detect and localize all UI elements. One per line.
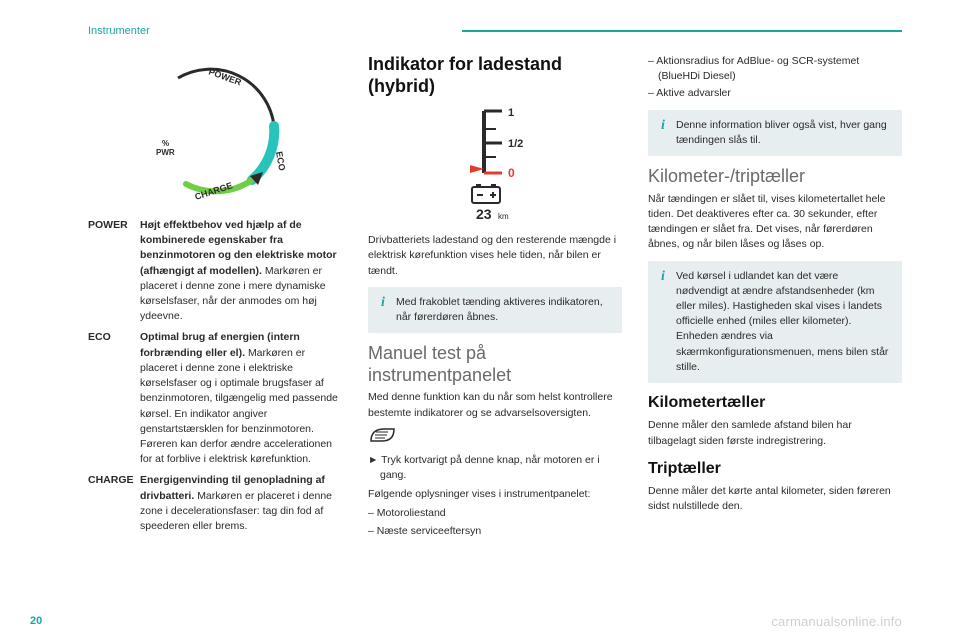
header-label: Instrumenter [88, 24, 150, 40]
odo-note: Ved kørsel i udlandet kan det være nødve… [648, 261, 902, 384]
mode-row: ECO Optimal brug af energien (intern for… [88, 330, 342, 467]
charge-heading: Indikator for ladestand (hybrid) [368, 54, 622, 97]
odo-heading: Kilometer-/triptæller [648, 166, 902, 188]
page-header: Instrumenter [0, 24, 960, 38]
charge-note: Med frakoblet tænding aktiveres indikato… [368, 287, 622, 333]
charge-body: Drivbatteriets ladestand og den resteren… [368, 233, 622, 279]
mode-def: Højt effektbehov ved hjælp af de kombine… [140, 218, 342, 325]
svg-text:PWR: PWR [156, 148, 175, 157]
mode-row: POWER Højt effektbehov ved hjælp af de k… [88, 218, 342, 325]
mode-row: CHARGE Energigenvinding til genopladning… [88, 473, 342, 534]
charge-mark-1: 1 [508, 107, 514, 119]
mode-def: Optimal brug af energien (intern forbræn… [140, 330, 342, 467]
header-rule [462, 30, 902, 32]
gauge-label-charge: CHARGE [194, 180, 234, 202]
charge-mark-half: 1/2 [508, 138, 523, 150]
manual-test-action: Tryk kortvarigt på denne knap, når motor… [368, 453, 622, 483]
mode-def: Energigenvinding til genopladning af dri… [140, 473, 342, 534]
manual-test-follow: Følgende oplysninger vises i instrumentp… [368, 487, 622, 502]
mode-term: CHARGE [88, 473, 140, 534]
wipe-button-icon [368, 425, 622, 451]
list-item: Motoroliestand [368, 506, 622, 521]
manual-test-heading: Manuel test på instrumentpanelet [368, 343, 622, 386]
svg-text:%: % [162, 139, 169, 148]
charge-gauge: 1 1/2 0 23 km [368, 103, 622, 227]
manual-test-body: Med denne funktion kan du når som helst … [368, 390, 622, 420]
mode-definitions: POWER Højt effektbehov ved hjælp af de k… [88, 218, 342, 534]
page-body: POWER ECO CHARGE % PWR POWER Højt effekt… [88, 54, 902, 622]
trip-heading: Triptæller [648, 457, 902, 480]
watermark: carmanualsonline.info [771, 613, 902, 632]
charge-mark-0: 0 [508, 166, 515, 180]
km-body: Denne måler den samlede afstand bilen ha… [648, 418, 902, 448]
info-note: Denne information bliver også vist, hver… [648, 110, 902, 156]
mode-term: ECO [88, 330, 140, 467]
power-gauge: POWER ECO CHARGE % PWR [88, 54, 342, 210]
charge-range-unit: km [498, 212, 509, 221]
km-heading: Kilometertæller [648, 391, 902, 414]
page-number: 20 [30, 614, 42, 630]
list-item: Aktionsradius for AdBlue- og SCR-systeme… [648, 54, 902, 84]
gauge-label-eco: ECO [274, 151, 287, 172]
mode-term: POWER [88, 218, 140, 325]
list-item: Næste serviceeftersyn [368, 524, 622, 539]
list-item: Aktive advarsler [648, 86, 902, 101]
charge-range-value: 23 [476, 206, 492, 221]
odo-body: Når tændingen er slået til, vises kilome… [648, 192, 902, 253]
trip-body: Denne måler det kørte antal kilometer, s… [648, 484, 902, 514]
